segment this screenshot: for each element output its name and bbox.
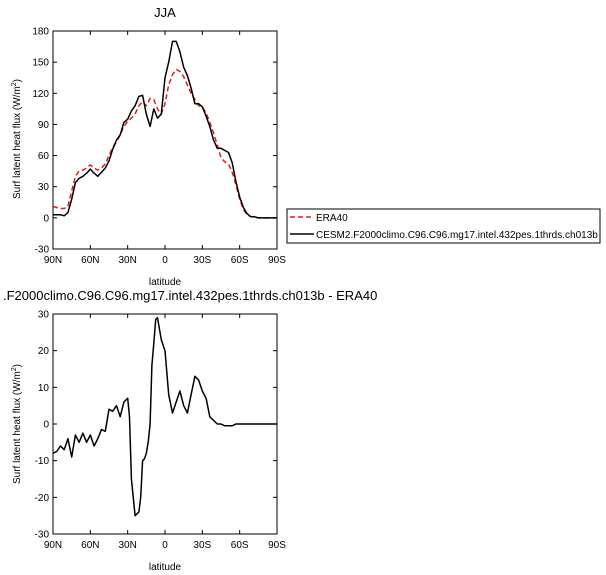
bottom-xtick-label: 60N: [81, 540, 99, 551]
top-panel: JJA -30 0 30 60 90 120 150 180 90N 60N 30N 0 30S 60S 9…: [11, 5, 286, 288]
bottom-xlabel: latitude: [149, 562, 182, 573]
bottom-xtick-label: 30N: [118, 540, 136, 551]
legend-label-era40: ERA40: [316, 213, 348, 224]
top-xtick-label: 0: [162, 255, 168, 266]
top-ytick-label: 180: [32, 27, 49, 38]
bottom-ytick-label: 0: [43, 420, 49, 431]
top-series-line-era40: [52, 68, 277, 219]
top-xlabel: latitude: [149, 277, 182, 288]
legend-label-cesm2: CESM2.F2000climo.C96.C96.mg17.intel.432p…: [316, 230, 598, 241]
top-ytick-label: 0: [43, 213, 49, 224]
legend: ERA40 CESM2.F2000climo.C96.C96.mg17.inte…: [286, 208, 601, 244]
bottom-ytick-label: 20: [38, 346, 50, 357]
top-xtick-label: 60S: [231, 255, 249, 266]
bottom-xtick-label: 0: [162, 540, 168, 551]
bottom-series-line-0: [52, 316, 277, 517]
bottom-plot-area: -30 -20 -10 0 10 20 30 90N 60N 30N 0 30S 60S 90S: [35, 310, 287, 552]
bottom-xtick-label: 60S: [231, 540, 249, 551]
top-series-line-cesm2: [53, 40, 277, 219]
bottom-ytick-label: 10: [38, 383, 50, 394]
top-xtick-label: 90S: [268, 255, 286, 266]
top-ytick-label: 90: [38, 120, 50, 131]
top-xtick-label: 30S: [193, 255, 211, 266]
top-ytick-label: 30: [38, 182, 50, 193]
bottom-ytick-label: -20: [35, 493, 50, 504]
top-plot-frame: [52, 30, 278, 250]
top-xtick-label: 30N: [118, 255, 136, 266]
top-xtick-label: 60N: [81, 255, 99, 266]
bottom-ytick-label: 30: [38, 310, 50, 321]
bottom-xtick-label: 30S: [193, 540, 211, 551]
bottom-xtick-label: 90S: [268, 540, 286, 551]
legend-box: [286, 208, 601, 244]
top-title: JJA: [154, 5, 176, 20]
top-ylabel: Surf latent heat flux (W/m2): [11, 79, 23, 199]
bottom-xtick-label: 90N: [44, 540, 62, 551]
top-ytick-label: 60: [38, 151, 50, 162]
top-ytick-label: 150: [32, 58, 49, 69]
bottom-ylabel: Surf latent heat flux (W/m2): [11, 364, 23, 484]
top-ytick-label: -30: [35, 245, 50, 256]
top-ytick-label: 120: [32, 89, 49, 100]
top-plot-area: -30 0 30 60 90 120 150 180 90N 60N 30N 0 30S 60S 90S: [32, 27, 286, 267]
bottom-panel: .F2000climo.C96.C96.mg17.intel.432pes.1t…: [3, 288, 377, 573]
bottom-ytick-label: -30: [35, 530, 50, 541]
bottom-title: .F2000climo.C96.C96.mg17.intel.432pes.1t…: [3, 288, 377, 303]
top-xtick-label: 90N: [44, 255, 62, 266]
bottom-ytick-label: -10: [35, 456, 50, 467]
